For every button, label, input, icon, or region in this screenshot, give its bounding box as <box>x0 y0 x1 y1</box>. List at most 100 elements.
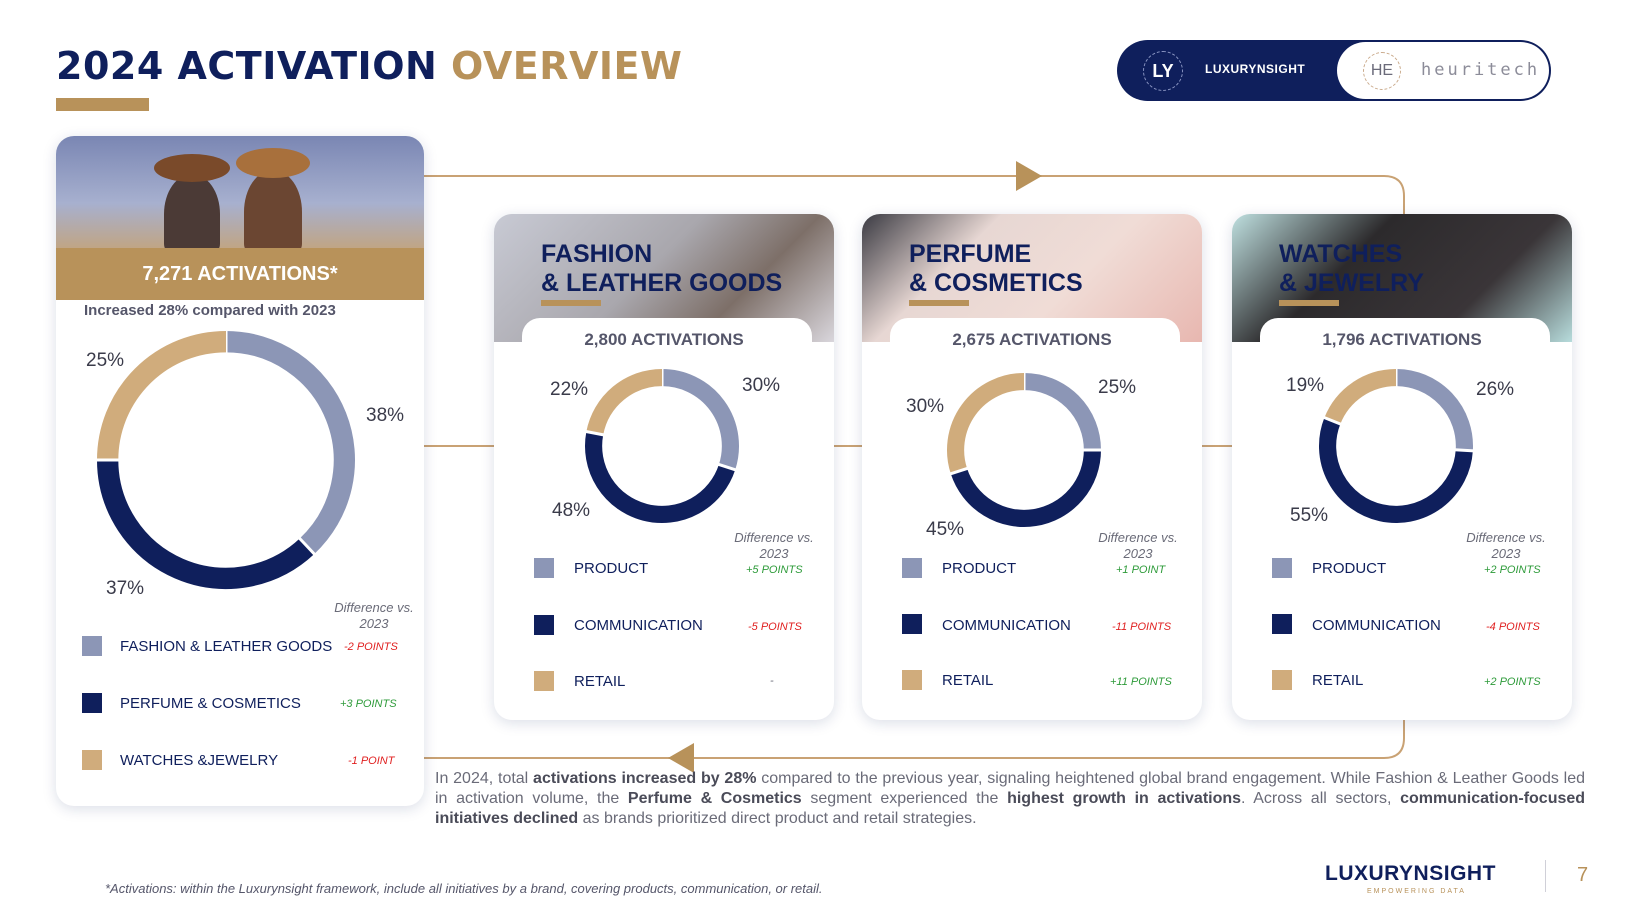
photo-figure-right <box>244 170 302 254</box>
summary-text: as brands prioritized direct product and… <box>578 810 977 827</box>
title-accent: OVERVIEW <box>451 44 683 88</box>
legend-label-fashion: FASHION & LEATHER GOODS <box>120 638 333 655</box>
donut-slice-separator <box>949 466 969 476</box>
segment-title-perfume: PERFUME & COSMETICS <box>909 240 1083 298</box>
legend-swatch-retail <box>902 670 922 690</box>
legend-diff-perfume: +3 POINTS <box>340 698 397 710</box>
legend-label-product: PRODUCT <box>574 560 649 577</box>
summary-bold: activations increased by 28% <box>533 770 757 787</box>
flow-line-bottom <box>424 720 1405 759</box>
segment-activations-perfume: 2,675 ACTIVATIONS <box>952 330 1112 349</box>
legend-swatch-perfume <box>82 693 102 713</box>
segment-activations-watches: 1,796 ACTIVATIONS <box>1322 330 1482 349</box>
legend-swatch-retail <box>534 671 554 691</box>
segment-title-underline <box>1279 300 1339 306</box>
footnote: *Activations: within the Luxurynsight fr… <box>105 881 823 896</box>
summary-text: In 2024, total <box>435 770 534 787</box>
donut-slice-retail <box>586 369 663 436</box>
perfume-pct-product: 25% <box>1098 377 1137 398</box>
heuritech-logo: HE heuritech <box>1337 42 1549 99</box>
segment-title-line1: PERFUME <box>909 240 1032 268</box>
summary-text: compared to the previous year, signaling… <box>435 770 1585 807</box>
segment-title-line2: & LEATHER GOODS <box>541 269 783 297</box>
total-diff-header: Difference vs. 2023 <box>334 600 414 631</box>
legend-swatch-communication <box>534 615 554 635</box>
watches-pct-product: 26% <box>1476 379 1515 400</box>
perfume-donut-chart <box>947 372 1102 527</box>
luxurynsight-logo-text: LUXURYNSIGHT <box>1205 62 1306 76</box>
total-growth-subtitle: Increased 28% compared with 2023 <box>84 302 336 319</box>
segment-tab <box>522 318 812 362</box>
flow-arrow-right-icon <box>1016 161 1042 191</box>
segment-title-line1: FASHION <box>541 240 653 268</box>
donut-slice-communication <box>950 449 1101 527</box>
donut-slice-communication <box>1319 417 1473 523</box>
perfume-pct-communication: 45% <box>926 519 965 540</box>
donut-slice-product <box>1395 369 1473 451</box>
donut-slice-watches-jewelry <box>97 331 227 461</box>
title-underline <box>56 98 149 111</box>
total-pct-fashion: 38% <box>366 405 405 426</box>
legend-swatch-product <box>1272 558 1292 578</box>
legend-swatch-communication <box>1272 614 1292 634</box>
donut-slice-product <box>661 369 739 470</box>
legend-label-communication: COMMUNICATION <box>942 617 1071 634</box>
donut-slice-retail <box>947 373 1025 474</box>
total-card-photo <box>56 136 424 254</box>
legend-diff-fashion: -2 POINTS <box>344 641 398 653</box>
legend-diff-product: +2 POINTS <box>1484 564 1541 576</box>
legend-diff-retail: +11 POINTS <box>1110 676 1172 688</box>
summary-text: segment experienced the <box>801 790 1008 807</box>
page-number: 7 <box>1577 864 1589 886</box>
summary-text: . Across all sectors, <box>1241 790 1401 807</box>
legend-label-retail: RETAIL <box>942 672 994 689</box>
legend-swatch-communication <box>902 614 922 634</box>
donut-slice-separator <box>585 429 605 437</box>
segment-tab <box>1260 318 1550 362</box>
segment-title-line1: WATCHES <box>1279 240 1403 268</box>
heuritech-logo-icon: HE <box>1363 52 1401 90</box>
legend-diff-retail: +2 POINTS <box>1484 676 1541 688</box>
flow-line-top <box>424 175 1405 214</box>
perfume-diff-header: Difference vs. 2023 <box>1098 530 1178 561</box>
legend-diff-product: +1 POINT <box>1116 564 1166 576</box>
total-activations-label: 7,271 ACTIVATIONS* <box>56 248 424 300</box>
legend-diff-communication: -5 POINTS <box>748 621 802 633</box>
fashion-pct-product: 30% <box>742 375 781 396</box>
total-pct-perfume: 37% <box>106 578 145 599</box>
fashion-diff-header: Difference vs. 2023 <box>734 530 814 561</box>
segment-title-underline <box>541 300 601 306</box>
donut-slice-separator <box>717 462 737 472</box>
segment-title-line2: & COSMETICS <box>909 269 1083 297</box>
summary-bold: highest growth in activations <box>1007 790 1242 807</box>
summary-paragraph: In 2024, total activations increased by … <box>435 769 1585 829</box>
footer-divider <box>1545 860 1546 892</box>
fashion-pct-communication: 48% <box>552 500 591 521</box>
segment-card-watches: WATCHES & JEWELRY 1,796 ACTIVATIONS <box>1232 214 1572 720</box>
photo-hat-left <box>154 154 230 182</box>
perfume-pct-retail: 30% <box>906 396 945 417</box>
segment-tab <box>890 318 1180 362</box>
summary-bold: communication-focused initiatives declin… <box>435 790 1586 827</box>
legend-diff-product: +5 POINTS <box>746 564 803 576</box>
luxurynsight-logo-icon: LY <box>1143 51 1183 91</box>
donut-slice-retail <box>1324 369 1397 425</box>
legend-swatch-product <box>902 558 922 578</box>
legend-swatch-retail <box>1272 670 1292 690</box>
summary-bold: Perfume & Cosmetics <box>627 790 802 807</box>
donut-slice-separator <box>297 536 317 556</box>
legend-label-communication: COMMUNICATION <box>574 617 703 634</box>
legend-swatch-watches <box>82 750 102 770</box>
heuritech-logo-text: heuritech <box>1421 60 1541 80</box>
partner-logos: LY LUXURYNSIGHT HE heuritech <box>1117 40 1551 101</box>
donut-slice-separator <box>1322 415 1342 426</box>
segment-title-underline <box>909 300 969 306</box>
legend-label-watches: WATCHES &JEWELRY <box>120 752 279 769</box>
donut-slice-separator <box>1454 448 1474 453</box>
legend-diff-communication: -4 POINTS <box>1486 621 1540 633</box>
donut-slice-perfume-cosmetics <box>97 459 315 589</box>
donut-slice-product <box>1023 373 1101 451</box>
legend-label-product: PRODUCT <box>942 560 1017 577</box>
total-activations-card: 7,271 ACTIVATIONS* Increased 28% compare… <box>56 136 424 806</box>
footer-logo-tagline: EMPOWERING DATA <box>1367 888 1466 895</box>
